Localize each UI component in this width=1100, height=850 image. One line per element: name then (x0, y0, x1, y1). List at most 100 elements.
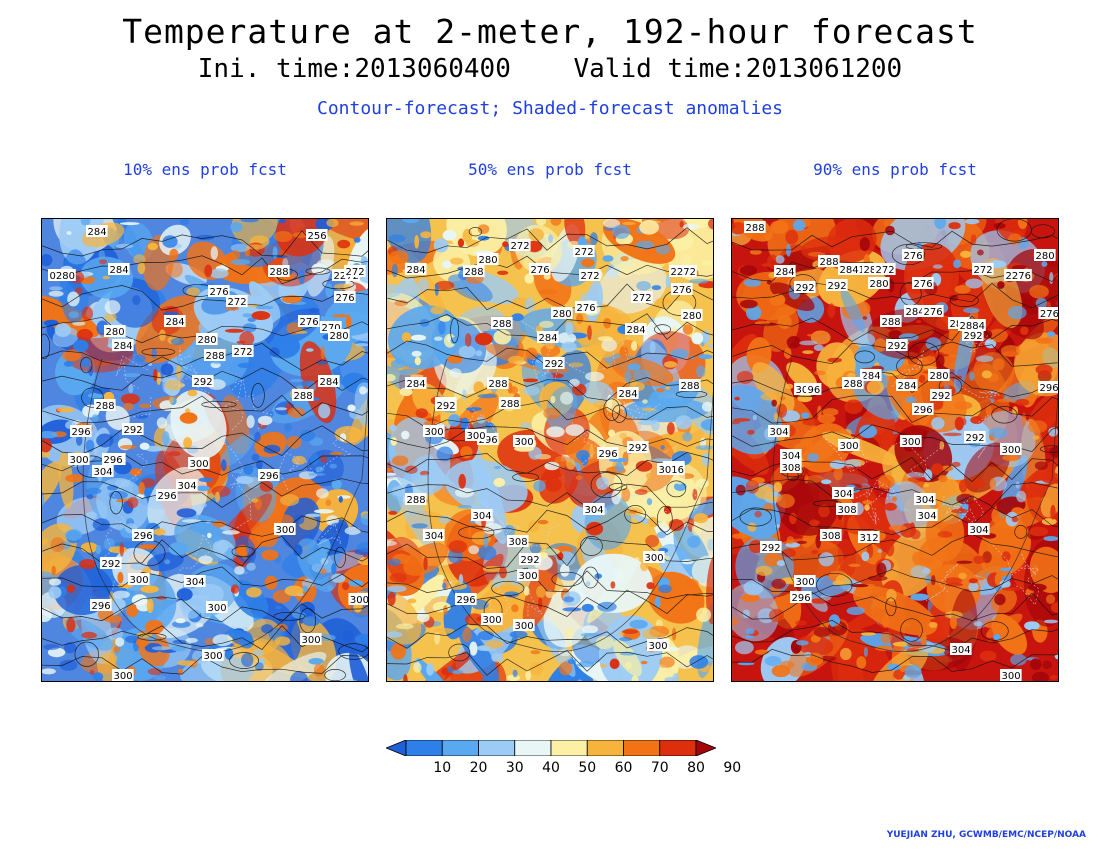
svg-text:284: 284 (898, 381, 917, 392)
svg-text:308: 308 (509, 537, 528, 548)
contour-label: 308 (780, 461, 802, 474)
svg-text:296: 296 (72, 427, 91, 438)
contour-label: 296 (90, 599, 112, 612)
contour-label: 272 (573, 245, 595, 258)
svg-text:296: 296 (260, 471, 279, 482)
svg-text:296: 296 (792, 593, 811, 604)
contour-label: 300 (423, 425, 445, 438)
svg-text:276: 276 (914, 279, 933, 290)
contour-label: 296 (258, 469, 280, 482)
contour-label: 300 (68, 453, 90, 466)
contour-label: 292 (543, 357, 565, 370)
svg-text:276: 276 (924, 307, 943, 318)
panel-title-90: 90% ens prob fcst (813, 160, 977, 179)
svg-text:280: 280 (930, 371, 949, 382)
map-panel-90: 288 276 280 284 288 2841 280 272 272 2276 292 292 27… (731, 218, 1059, 682)
svg-text:284: 284 (88, 227, 107, 238)
svg-text:276: 276 (531, 265, 550, 276)
contour-label: 312 (858, 531, 880, 544)
svg-text:304: 304 (186, 577, 205, 588)
contour-label: 284 (112, 339, 134, 352)
svg-text:272: 272 (234, 347, 253, 358)
svg-text:292: 292 (124, 425, 143, 436)
svg-text:296: 296 (479, 435, 498, 446)
svg-text:288: 288 (270, 267, 289, 278)
contour-label: 272 (874, 263, 896, 276)
contour-label: 256 (306, 229, 328, 242)
map-10: 2840280284256288227227227627227628428027… (42, 219, 368, 681)
contour-label: 272 (232, 345, 254, 358)
colorbar-tick-label: 50 (578, 760, 597, 776)
svg-text:296: 296 (914, 405, 933, 416)
svg-text:276: 276 (904, 251, 923, 262)
contour-label: 292 (962, 329, 984, 342)
colorbar-segment (405, 740, 443, 756)
contour-label: 284 (860, 369, 882, 382)
svg-text:2841: 2841 (840, 265, 865, 276)
svg-text:292: 292 (966, 433, 985, 444)
svg-text:292: 292 (762, 543, 781, 554)
contour-label: 304 (832, 487, 854, 500)
svg-text:280: 280 (553, 309, 572, 320)
contour-label: 300 (112, 669, 134, 681)
colorbar-segment (623, 740, 661, 756)
svg-text:276: 276 (673, 285, 692, 296)
contour-label: 292 (122, 423, 144, 436)
contour-label: 300 (1000, 443, 1022, 456)
contour-label: 272 (226, 295, 248, 308)
svg-text:292: 292 (521, 555, 540, 566)
svg-text:2884: 2884 (960, 321, 985, 332)
contour-label: 288 (818, 255, 840, 268)
colorbar-segment (659, 740, 697, 756)
svg-text:284: 284 (862, 371, 881, 382)
contour-label: 280 (477, 253, 499, 266)
colorbar-segment (514, 740, 552, 756)
contour-label: 300 (300, 633, 322, 646)
contour-label: 284 (617, 387, 639, 400)
svg-text:276: 276 (336, 293, 355, 304)
svg-text:304: 304 (94, 467, 113, 478)
contour-label: 280 (681, 309, 703, 322)
contour-label: 292 (192, 375, 214, 388)
contour-label: 292 (435, 399, 457, 412)
svg-text:300: 300 (204, 651, 223, 662)
svg-text:292: 292 (932, 391, 951, 402)
svg-text:312: 312 (860, 533, 879, 544)
svg-text:276: 276 (210, 287, 229, 298)
contour-label: 2884 (958, 319, 986, 332)
contour-label: 300 (643, 551, 665, 564)
contour-label: 288 (204, 349, 226, 362)
contour-label: 300 (1000, 669, 1022, 681)
svg-text:284: 284 (407, 379, 426, 390)
svg-text:288: 288 (820, 257, 839, 268)
svg-text:292: 292 (888, 341, 907, 352)
contour-label: 272 (972, 263, 994, 276)
svg-text:292: 292 (828, 281, 847, 292)
contour-label: 284 (904, 305, 926, 318)
svg-text:288: 288 (882, 317, 901, 328)
svg-text:276: 276 (300, 317, 319, 328)
contour-label: 276 (902, 249, 924, 262)
contour-label: 300 (517, 569, 539, 582)
svg-text:284: 284 (166, 317, 185, 328)
credit: YUEJIAN ZHU, GCWMB/EMC/NCEP/NOAA (886, 830, 1086, 840)
contour-label: 284 (108, 263, 130, 276)
colorbar-tick-label: 30 (505, 760, 524, 776)
svg-text:292: 292 (437, 401, 456, 412)
contour-label: 288 (679, 379, 701, 392)
svg-text:300: 300 (649, 641, 668, 652)
contour-label: 272 (579, 269, 601, 282)
svg-text:300: 300 (190, 459, 209, 470)
svg-text:288: 288 (96, 401, 115, 412)
contour-label: 308 (836, 503, 858, 516)
map-panel-50: 272 284 280 272 288 276 272 2272 276 280 276 272 280… (386, 218, 714, 682)
contour-label: 304 (92, 465, 114, 478)
contour-label: 288 (487, 377, 509, 390)
colorbar (386, 740, 716, 756)
svg-text:300: 300 (796, 577, 815, 588)
svg-text:296: 296 (457, 595, 476, 606)
svg-text:300: 300 (130, 575, 149, 586)
svg-text:292: 292 (796, 283, 815, 294)
contour-label: 300 (900, 435, 922, 448)
subtitle: Contour-forecast; Shaded-forecast anomal… (317, 98, 783, 119)
